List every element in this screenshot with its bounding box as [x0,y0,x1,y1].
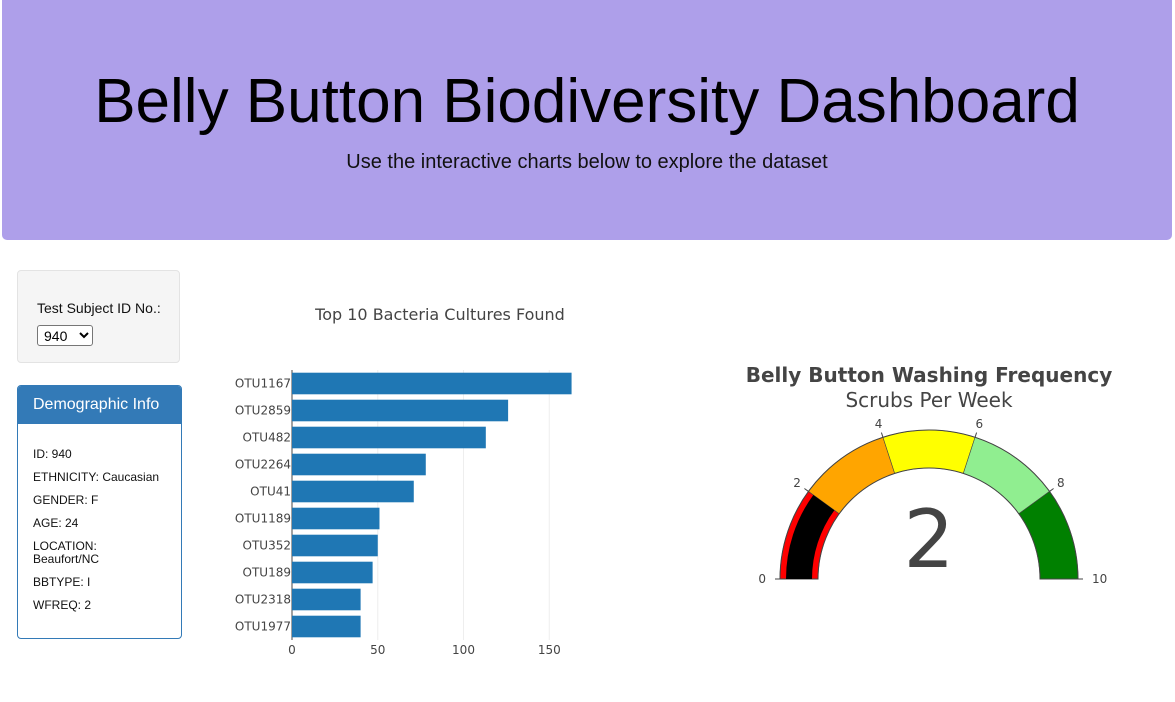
demographic-row: WFREQ: 2 [33,598,92,612]
gauge-subtitle: Scrubs Per Week [845,388,1013,412]
gauge-value-number: 2 [904,493,955,586]
gauge-border [779,429,1079,580]
y-tick-label: OTU2318 [235,593,291,607]
header-banner: Belly Button Biodiversity Dashboard Use … [2,0,1172,240]
subject-id-dropdown[interactable]: 940 [37,325,93,346]
bar-chart: Top 10 Bacteria Cultures Found 0 50 100 150 O… [235,305,572,657]
gauge-value-bar [786,494,835,579]
x-tick-label: 50 [370,643,385,657]
y-tick-label: OTU482 [243,431,291,445]
x-tick-label: 150 [538,643,561,657]
gauge-tick-label: 0 [758,572,766,586]
demographic-panel: Demographic Info ID: 940 ETHNICITY: Cauc… [17,385,182,639]
gauge-tick-label: 8 [1057,476,1065,490]
bar [292,588,361,611]
bar [292,453,426,476]
gauge-tick [804,488,809,492]
x-tick-label: 100 [452,643,475,657]
demographic-panel-body: ID: 940 ETHNICITY: Caucasian GENDER: F A… [18,424,181,612]
demographic-row: ID: 940 [33,447,72,461]
gauge-tick [1049,488,1054,492]
y-tick-label: OTU1977 [235,620,291,634]
gauge-tick-label: 2 [793,476,801,490]
bar [292,480,414,503]
bar [292,561,373,584]
demographic-panel-heading: Demographic Info [18,386,181,424]
demographic-row: GENDER: F [33,493,99,507]
demographic-row: BBTYPE: I [33,575,91,589]
y-tick-label: OTU352 [243,539,291,553]
y-tick-label: OTU2859 [235,404,291,418]
y-tick-label: OTU189 [243,566,291,580]
bar [292,372,572,395]
subject-selector-panel: Test Subject ID No.: 940 [17,270,180,363]
demographic-row: ETHNICITY: Caucasian [33,470,160,484]
gauge-tick-label: 10 [1092,572,1107,586]
gauge-step [882,429,976,474]
bar [292,399,509,422]
bar-chart-title: Top 10 Bacteria Cultures Found [314,305,565,324]
x-tick-label: 0 [288,643,296,657]
gauge-tick-label: 4 [875,417,883,431]
gauge-tick-label: 6 [976,417,984,431]
bar [292,507,380,530]
y-tick-label: OTU1189 [235,512,291,526]
subject-selector-label: Test Subject ID No.: [37,300,161,316]
bar [292,426,486,449]
bar [292,615,361,638]
demographic-row: LOCATION: Beaufort/NC [33,539,100,566]
y-tick-label: OTU2264 [235,458,291,472]
gauge-tick [880,432,884,438]
y-tick-label: OTU1167 [235,377,291,391]
page-subtitle: Use the interactive charts below to expl… [346,151,828,173]
y-tick-label: OTU41 [250,485,291,499]
bar [292,534,378,557]
demographic-row: AGE: 24 [33,516,79,530]
gauge-title: Belly Button Washing Frequency [746,363,1112,387]
page-title: Belly Button Biodiversity Dashboard [94,67,1080,136]
gauge-tick [974,432,978,438]
